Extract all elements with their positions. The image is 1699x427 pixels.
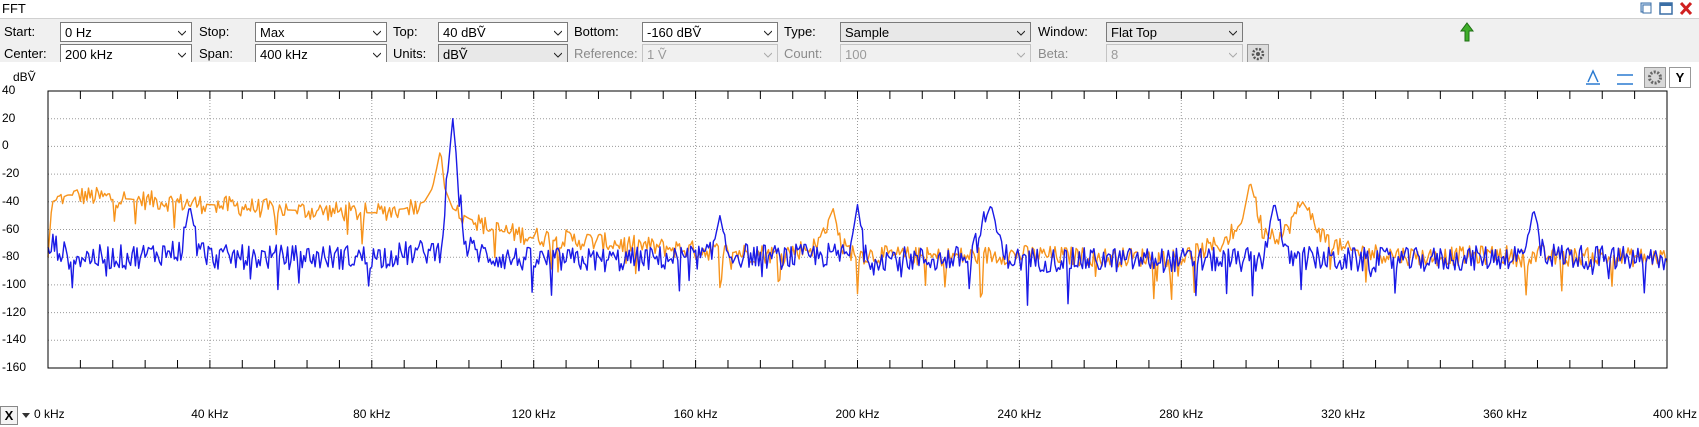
cursor-line-icon[interactable]: [1614, 67, 1636, 87]
y-unit-label: dBṼ: [13, 70, 36, 84]
bottom-value: -160 dBṼ: [647, 25, 702, 40]
x-tick-label: 280 kHz: [1159, 407, 1204, 421]
beta-label: Beta:: [1038, 46, 1069, 61]
trace-blue: [47, 118, 1668, 306]
start-label: Start:: [4, 24, 36, 39]
plot-frame: [47, 90, 1668, 369]
y-tick-label: 0: [2, 138, 9, 153]
chevron-down-icon: [1229, 30, 1237, 36]
stop-value: Max: [260, 25, 285, 40]
settings-gear-icon[interactable]: [1247, 44, 1269, 64]
x-tick-label: 240 kHz: [997, 407, 1042, 421]
type-value: Sample: [845, 25, 890, 40]
center-field[interactable]: 200 kHz: [60, 44, 192, 64]
x-tick-label: 360 kHz: [1483, 407, 1528, 421]
y-tick-label: 40: [2, 83, 16, 97]
chevron-down-icon: [178, 52, 186, 58]
settings-row-1: Start: 0 Hz Stop: Max Top: 40 dBṼ Bottom…: [0, 21, 1699, 43]
chevron-down-icon: [764, 30, 772, 36]
top-label: Top:: [393, 24, 418, 39]
chevron-down-icon: [1017, 52, 1025, 58]
start-value: 0 Hz: [65, 25, 92, 40]
window-label: Window:: [1038, 24, 1088, 39]
gear-icon[interactable]: [1644, 67, 1666, 88]
bottom-field[interactable]: -160 dBṼ: [642, 22, 778, 42]
y-tick-label: -120: [2, 304, 27, 319]
span-field[interactable]: 400 kHz: [255, 44, 387, 64]
count-value: 100: [845, 47, 867, 62]
x-tick-label: 200 kHz: [835, 407, 880, 421]
grid: [47, 90, 1668, 369]
span-value: 400 kHz: [260, 47, 308, 62]
y-tick-label: -160: [2, 360, 27, 374]
beta-field[interactable]: 8: [1106, 44, 1243, 64]
count-field[interactable]: 100: [840, 44, 1031, 64]
chevron-down-icon: [764, 52, 772, 58]
restore-icon[interactable]: [1638, 1, 1654, 16]
span-label: Span:: [199, 46, 233, 61]
settings-row-2: Center: 200 kHz Span: 400 kHz Units: dBṼ…: [0, 43, 1699, 65]
x-tick-label: 320 kHz: [1321, 407, 1366, 421]
maximize-icon[interactable]: [1658, 1, 1674, 16]
reference-value: 1 Ṽ: [647, 47, 667, 62]
chevron-down-icon: [373, 52, 381, 58]
trace-orange: [47, 152, 1668, 301]
x-tick-label: 160 kHz: [673, 407, 718, 421]
x-tick-label: 120 kHz: [511, 407, 556, 421]
close-icon[interactable]: [1678, 1, 1694, 16]
y-tick-label: 20: [2, 110, 16, 125]
y-tick-label: -140: [2, 332, 27, 347]
chevron-down-icon: [1017, 30, 1025, 36]
units-value: dBṼ: [443, 47, 468, 62]
window-value: Flat Top: [1111, 25, 1158, 40]
stop-field[interactable]: Max: [255, 22, 387, 42]
y-axis-button[interactable]: Y: [1669, 67, 1691, 88]
chevron-down-icon: [178, 30, 186, 36]
plot-area[interactable]: [0, 62, 1699, 409]
green-up-arrow-icon[interactable]: [1460, 22, 1474, 42]
reference-field[interactable]: 1 Ṽ: [642, 44, 778, 64]
center-label: Center:: [4, 46, 47, 61]
type-select[interactable]: Sample: [840, 22, 1031, 42]
x-tick-label: 0 kHz: [34, 407, 65, 421]
stop-label: Stop:: [199, 24, 230, 39]
traces: [47, 118, 1668, 306]
chevron-down-icon: [554, 52, 562, 58]
top-field[interactable]: 40 dBṼ: [438, 22, 568, 42]
window-select[interactable]: Flat Top: [1106, 22, 1243, 42]
fft-chart[interactable]: [0, 62, 1699, 409]
reference-label: Reference:: [574, 46, 638, 61]
units-label: Units:: [393, 46, 427, 61]
window-title: FFT: [2, 1, 26, 16]
x-axis-button[interactable]: X: [0, 406, 18, 425]
x-axis-dropdown-icon[interactable]: [20, 410, 32, 420]
type-label: Type:: [784, 24, 816, 39]
x-tick-label: 400 kHz: [1653, 407, 1698, 421]
y-tick-label: -40: [2, 193, 20, 208]
y-tick-label: -20: [2, 166, 20, 181]
start-field[interactable]: 0 Hz: [60, 22, 192, 42]
units-select[interactable]: dBṼ: [438, 44, 568, 64]
top-value: 40 dBṼ: [443, 25, 486, 40]
count-label: Count:: [784, 46, 823, 61]
y-tick-label: -100: [2, 276, 27, 291]
chevron-down-icon: [554, 30, 562, 36]
x-tick-label: 40 kHz: [191, 407, 229, 421]
center-value: 200 kHz: [65, 47, 113, 62]
chevron-down-icon: [1229, 52, 1237, 58]
beta-value: 8: [1111, 47, 1119, 62]
title-bar: FFT: [0, 0, 1699, 19]
cursor-icon[interactable]: [1582, 67, 1604, 87]
y-tick-label: -80: [2, 249, 20, 264]
y-tick-label: -60: [2, 221, 20, 236]
x-tick-label: 80 kHz: [353, 407, 391, 421]
x-axis-bar: [0, 408, 1699, 427]
chevron-down-icon: [373, 30, 381, 36]
bottom-label: Bottom:: [574, 24, 619, 39]
